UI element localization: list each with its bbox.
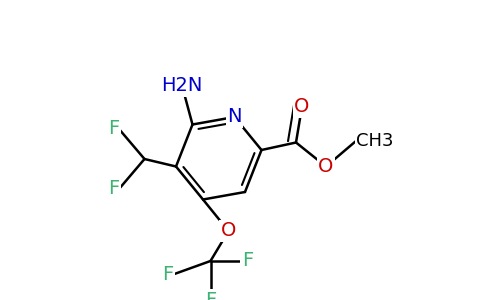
Text: O: O	[318, 157, 333, 176]
Text: F: F	[205, 291, 216, 300]
Text: F: F	[108, 119, 119, 139]
Text: F: F	[108, 179, 119, 199]
Text: O: O	[221, 221, 236, 241]
Text: F: F	[242, 251, 253, 271]
Text: F: F	[162, 265, 173, 284]
Text: N: N	[227, 107, 242, 127]
Text: O: O	[294, 97, 310, 116]
Text: CH3: CH3	[356, 132, 393, 150]
Text: H2N: H2N	[161, 76, 203, 95]
